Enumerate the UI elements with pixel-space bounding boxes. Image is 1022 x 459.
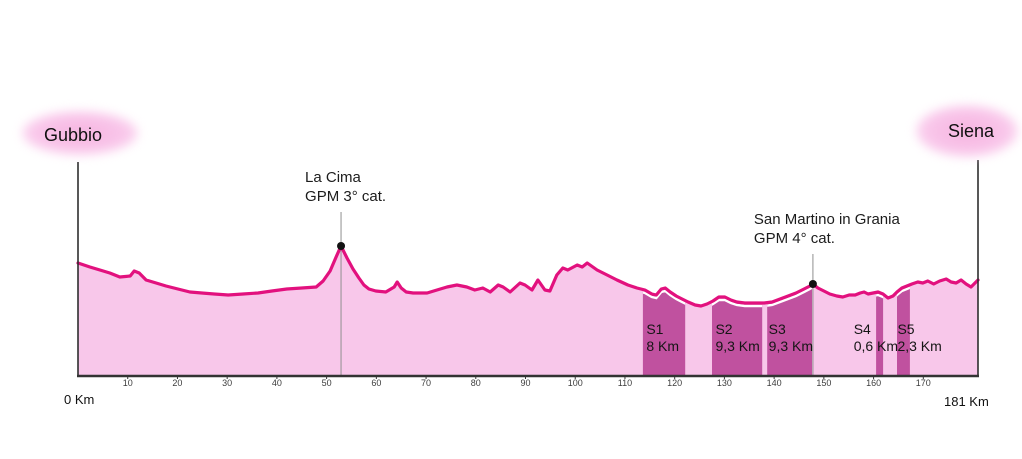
tick-label-140: 140 xyxy=(766,378,782,388)
tick-label-30: 30 xyxy=(222,378,233,388)
total-distance-label: 181 Km xyxy=(944,394,989,409)
gravel-sector-S2 xyxy=(712,297,763,375)
sector-label-S2: S2 9,3 Km xyxy=(715,321,760,354)
gravel-sector-S1 xyxy=(642,288,686,375)
climb-annotation-la-cima: La Cima GPM 3° cat. xyxy=(305,168,386,206)
gravel-sector-S5 xyxy=(897,284,910,375)
tick-label-150: 150 xyxy=(816,378,832,388)
tick-label-40: 40 xyxy=(271,378,282,388)
tick-label-70: 70 xyxy=(421,378,432,388)
climb-category: GPM 3° cat. xyxy=(305,188,387,205)
gravel-sector-S4 xyxy=(876,292,884,375)
start-km-label: 0 Km xyxy=(64,392,95,407)
sector-label-S4: S4 0,6 Km xyxy=(853,321,899,354)
gravel-sector-S3 xyxy=(767,284,813,375)
start-cloud-highlight xyxy=(22,111,138,155)
tick-label-120: 120 xyxy=(667,378,683,388)
sector-label-S3: S3 9,3 Km xyxy=(768,321,814,354)
elevation-line xyxy=(76,244,980,308)
climb-name: San Martino in Grania xyxy=(753,211,900,228)
tick-label-90: 90 xyxy=(520,378,531,388)
climb-name: La Cima xyxy=(305,169,361,186)
tick-label-160: 160 xyxy=(866,378,882,388)
climb-summit-markers xyxy=(337,242,817,288)
tick-label-100: 100 xyxy=(567,378,583,388)
sector-label-S5: S5 2,3 Km xyxy=(897,321,942,354)
sector-label-S1: S1 8 Km xyxy=(646,321,680,354)
summit-dot-0 xyxy=(337,242,346,250)
tick-label-60: 60 xyxy=(371,378,382,388)
tick-label-20: 20 xyxy=(172,378,183,388)
tick-label-170: 170 xyxy=(915,378,931,388)
finish-cloud-highlight xyxy=(916,105,1018,157)
gravel-sector-bands xyxy=(642,284,910,375)
climb-annotation-san-martino: San Martino in Grania GPM 4° cat. xyxy=(754,210,900,248)
tick-label-10: 10 xyxy=(122,378,133,388)
summit-dot-1 xyxy=(808,280,817,288)
tick-label-130: 130 xyxy=(716,378,732,388)
climb-connector-lines xyxy=(340,212,814,375)
climb-category: GPM 4° cat. xyxy=(753,230,835,247)
finish-city-label: Siena xyxy=(948,121,995,141)
x-axis-ticks xyxy=(127,377,924,379)
tick-label-110: 110 xyxy=(617,378,633,388)
start-city-label: Gubbio xyxy=(44,125,103,145)
tick-label-50: 50 xyxy=(321,378,332,388)
elevation-area-fill xyxy=(78,246,978,375)
tick-label-80: 80 xyxy=(470,378,481,388)
